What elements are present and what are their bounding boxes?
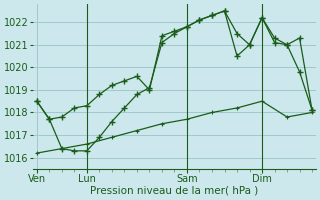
X-axis label: Pression niveau de la mer( hPa ): Pression niveau de la mer( hPa ) <box>90 186 259 196</box>
